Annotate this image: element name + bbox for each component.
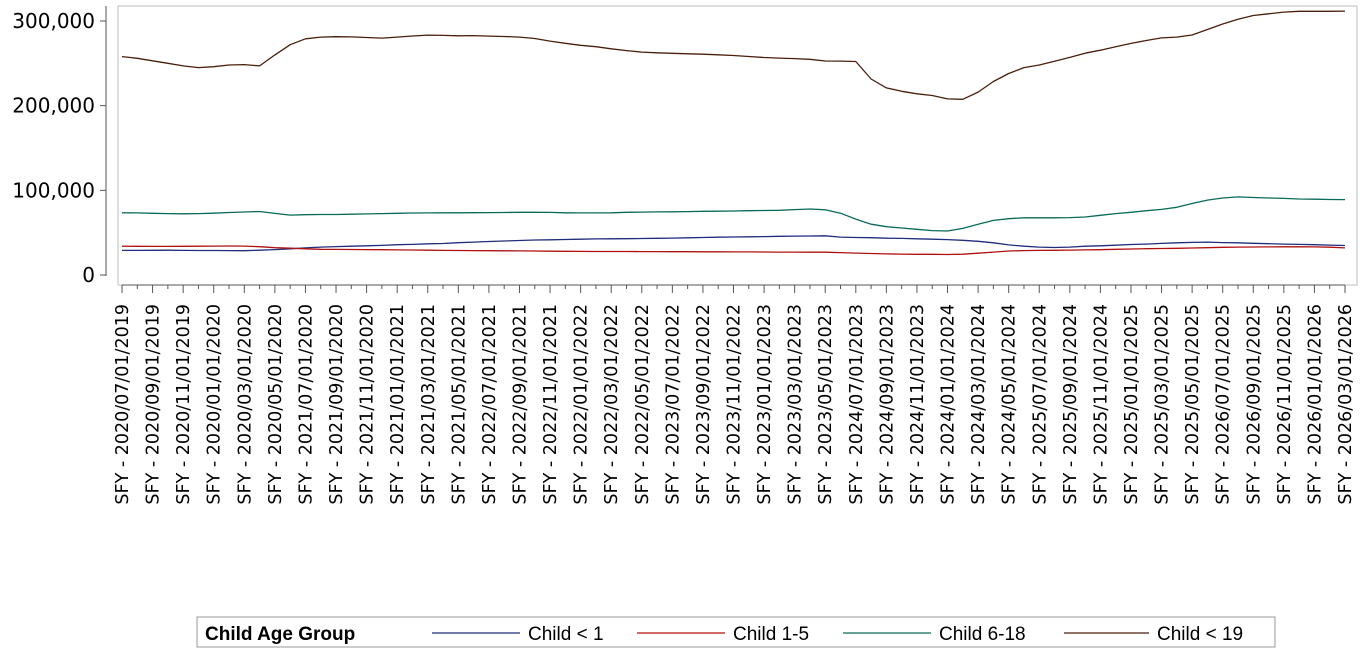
x-tick-label: SFY - 2024/11/01/2023 (908, 304, 928, 505)
x-tick-label: SFY - 2020/07/01/2019 (113, 304, 133, 505)
legend-label: Child < 19 (1157, 624, 1243, 645)
x-tick-label: SFY - 2023/09/01/2022 (694, 304, 714, 505)
x-tick-label: SFY - 2025/03/01/2025 (1153, 304, 1173, 505)
x-tick-label: SFY - 2022/09/01/2021 (510, 304, 530, 505)
x-tick-label: SFY - 2026/11/01/2025 (1275, 304, 1295, 505)
x-tick-label: SFY - 2021/07/01/2020 (296, 304, 316, 505)
x-tick-label: SFY - 2021/09/01/2020 (327, 304, 347, 505)
y-tick-label: 300,000 (12, 9, 95, 33)
x-tick-label: SFY - 2022/11/01/2021 (541, 304, 561, 505)
x-tick-label: SFY - 2026/07/01/2025 (1214, 304, 1234, 505)
series-line-child-1-5 (121, 245, 1346, 256)
x-tick-label: SFY - 2020/05/01/2020 (266, 304, 286, 505)
legend-label: Child < 1 (528, 624, 604, 645)
y-axis: 0 100,000 200,000 300,000 (12, 6, 107, 287)
y-tick-label: 100,000 (12, 178, 95, 202)
x-axis: SFY - 2020/07/01/2019 SFY - 2020/09/01/20… (113, 284, 1356, 505)
x-tick-label: SFY - 2025/09/01/2024 (1061, 304, 1081, 505)
legend-label: Child 6-18 (939, 624, 1026, 645)
x-tick-label: SFY - 2022/03/01/2022 (602, 304, 622, 505)
x-tick-label: SFY - 2025/11/01/2024 (1091, 304, 1111, 505)
x-tick-label: SFY - 2024/01/01/2024 (939, 304, 959, 505)
x-tick-label: SFY - 2026/03/01/2026 (1336, 304, 1356, 505)
series-line-child-6-18 (121, 196, 1346, 232)
x-tick-label: SFY - 2025/05/01/2025 (1183, 304, 1203, 505)
x-tick-label: SFY - 2022/07/01/2021 (480, 304, 500, 505)
x-tick-label: SFY - 2020/01/01/2020 (205, 304, 225, 505)
x-tick-label: SFY - 2026/09/01/2025 (1244, 304, 1264, 505)
x-tick-label: SFY - 2021/11/01/2020 (358, 304, 378, 505)
x-tick-label: SFY - 2024/03/01/2024 (969, 304, 989, 505)
x-tick-label: SFY - 2023/01/01/2023 (755, 304, 775, 505)
x-tick-label: SFY - 2022/01/01/2022 (572, 304, 592, 505)
x-tick-label: SFY - 2025/01/01/2025 (1122, 304, 1142, 505)
legend-box (196, 616, 1276, 648)
legend: Child Age Group Child < 1 Child 1-5 Child … (196, 616, 1276, 648)
legend-title: Child Age Group (205, 624, 355, 645)
legend-label: Child 1-5 (733, 624, 809, 645)
series-lines (121, 10, 1346, 256)
x-tick-label: SFY - 2023/11/01/2022 (725, 304, 745, 505)
x-tick-label: SFY - 2020/11/01/2019 (174, 304, 194, 505)
x-tick-label: SFY - 2021/05/01/2021 (449, 304, 469, 505)
series-line-child-1 (122, 235, 1346, 252)
x-tick-label: SFY - 2023/05/01/2023 (816, 304, 836, 505)
series-line-child-19 (121, 10, 1346, 100)
x-tick-label: SFY - 2023/07/01/2022 (663, 304, 683, 505)
legend-items: Child < 1 Child 1-5 Child 6-18 Child < 19 (432, 624, 1243, 645)
x-tick-label: SFY - 2022/05/01/2022 (633, 304, 653, 505)
x-tick-label: SFY - 2021/01/01/2021 (388, 304, 408, 505)
x-tick-label: SFY - 2020/03/01/2020 (235, 304, 255, 505)
x-tick-label: SFY - 2020/09/01/2019 (144, 304, 164, 505)
x-tick-label: SFY - 2026/01/01/2026 (1305, 304, 1325, 505)
x-tick-label: SFY - 2024/05/01/2024 (1000, 304, 1020, 505)
y-tick-label: 0 (82, 263, 95, 287)
x-tick-label: SFY - 2025/07/01/2024 (1030, 304, 1050, 505)
y-tick-label: 200,000 (12, 94, 95, 118)
x-tick-label: SFY - 2024/09/01/2023 (877, 304, 897, 505)
x-tick-label: SFY - 2021/03/01/2021 (419, 304, 439, 505)
x-tick-label: SFY - 2023/03/01/2023 (786, 304, 806, 505)
x-tick-label: SFY - 2024/07/01/2023 (847, 304, 867, 505)
